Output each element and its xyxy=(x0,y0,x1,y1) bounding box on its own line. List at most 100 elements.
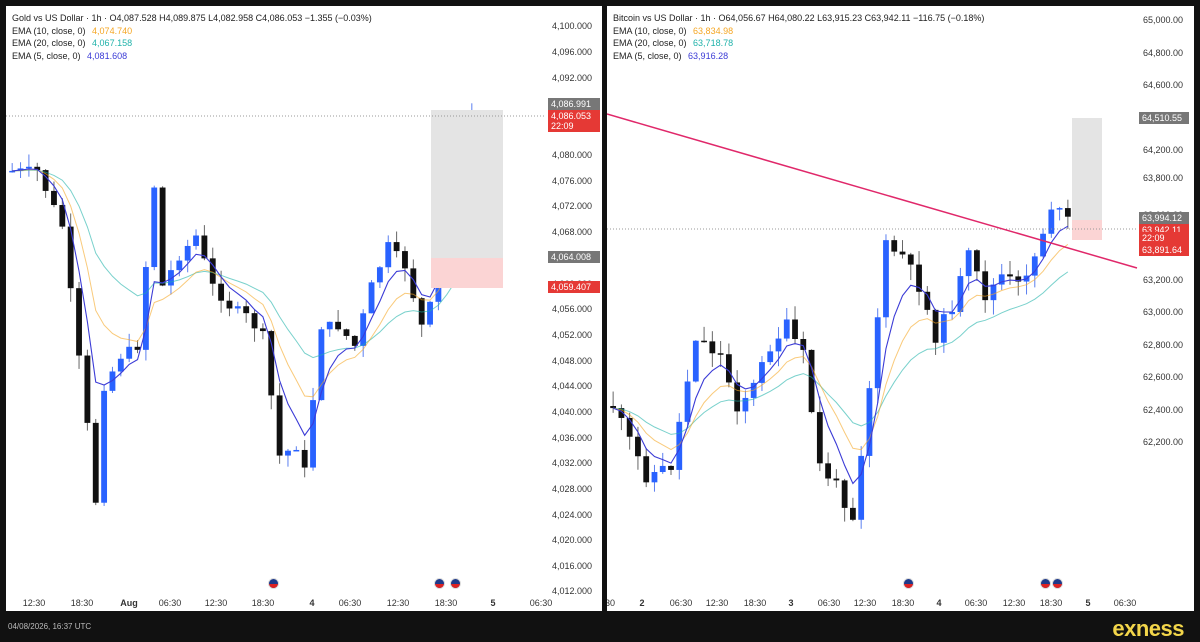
candle-body[interactable] xyxy=(684,381,691,422)
candle-body[interactable] xyxy=(974,250,980,272)
candle-body[interactable] xyxy=(76,288,82,356)
candle-body[interactable] xyxy=(1040,233,1046,257)
us-event-flag-icon[interactable] xyxy=(450,578,461,589)
candle-body[interactable] xyxy=(335,321,342,330)
candle-body[interactable] xyxy=(1048,209,1055,234)
candle-body[interactable] xyxy=(701,340,707,343)
candle-body[interactable] xyxy=(725,354,732,383)
candle-body[interactable] xyxy=(626,417,633,437)
candle-body[interactable] xyxy=(899,251,906,255)
candle-body[interactable] xyxy=(376,267,383,283)
candle-body[interactable] xyxy=(410,268,417,299)
candle-body[interactable] xyxy=(742,397,749,412)
candle-body[interactable] xyxy=(1007,274,1013,277)
gold-chart-panel[interactable]: Gold vs US Dollar · 1h · O4,087.528 H4,0… xyxy=(6,6,602,611)
us-event-flag-icon[interactable] xyxy=(903,578,914,589)
candle-body[interactable] xyxy=(151,187,158,268)
candle-body[interactable] xyxy=(1064,208,1071,217)
candle-body[interactable] xyxy=(651,472,658,483)
candle-body[interactable] xyxy=(226,300,233,309)
candle-body[interactable] xyxy=(285,450,291,456)
us-event-flag-icon[interactable] xyxy=(268,578,279,589)
candle-body[interactable] xyxy=(965,250,972,277)
candle-body[interactable] xyxy=(101,390,108,503)
candle-body[interactable] xyxy=(957,276,964,313)
candle-body[interactable] xyxy=(193,235,199,246)
candle-body[interactable] xyxy=(25,166,32,169)
candle-body[interactable] xyxy=(201,235,208,259)
candle-body[interactable] xyxy=(293,449,300,452)
candle-body[interactable] xyxy=(318,329,325,401)
candle-body[interactable] xyxy=(310,400,316,468)
candle-body[interactable] xyxy=(949,312,956,315)
candle-body[interactable] xyxy=(343,329,350,336)
candle-body[interactable] xyxy=(775,338,782,352)
candle-body[interactable] xyxy=(883,240,889,318)
candle-body[interactable] xyxy=(385,242,392,268)
position-stop-zone[interactable] xyxy=(431,258,503,288)
candle-body[interactable] xyxy=(402,251,408,269)
candle-body[interactable] xyxy=(990,284,997,301)
candle-body[interactable] xyxy=(168,270,174,286)
candle-body[interactable] xyxy=(418,298,425,325)
candle-body[interactable] xyxy=(940,314,947,343)
candle-body[interactable] xyxy=(109,371,116,391)
candle-body[interactable] xyxy=(1056,208,1063,210)
trendline[interactable] xyxy=(607,113,1138,269)
candle-body[interactable] xyxy=(92,422,99,503)
gold-candlestick-plot[interactable]: 4,100.000 4,096.000 4,092.000 4,080.000 4,07… xyxy=(6,6,602,611)
candle-body[interactable] xyxy=(117,358,124,372)
candle-body[interactable] xyxy=(808,349,815,413)
candle-body[interactable] xyxy=(142,267,149,350)
candle-body[interactable] xyxy=(924,291,931,310)
us-event-flag-icon[interactable] xyxy=(434,578,445,589)
candle-body[interactable] xyxy=(825,463,831,479)
candle-body[interactable] xyxy=(176,260,183,271)
candle-body[interactable] xyxy=(676,421,683,470)
candle-body[interactable] xyxy=(891,240,898,252)
candle-body[interactable] xyxy=(858,455,865,520)
candle-body[interactable] xyxy=(326,321,333,330)
candle-body[interactable] xyxy=(209,258,216,284)
candle-body[interactable] xyxy=(51,190,57,206)
candle-body[interactable] xyxy=(692,340,699,382)
candle-body[interactable] xyxy=(1031,256,1038,276)
btc-chart-panel[interactable]: Bitcoin vs US Dollar · 1h · O64,056.67 H… xyxy=(607,6,1194,611)
gold-ema20-row[interactable]: EMA (20, close, 0) 4,067.158 xyxy=(12,37,372,50)
candle-body[interactable] xyxy=(998,274,1005,285)
position-target-zone[interactable] xyxy=(431,110,503,258)
candle-body[interactable] xyxy=(717,353,724,355)
btc-ema20-row[interactable]: EMA (20, close, 0) 63,718.78 xyxy=(613,37,984,50)
position-stop-zone[interactable] xyxy=(1072,220,1102,240)
candle-body[interactable] xyxy=(351,335,358,346)
candle-body[interactable] xyxy=(618,408,625,418)
candle-body[interactable] xyxy=(783,319,790,339)
us-event-flag-icon[interactable] xyxy=(1040,578,1051,589)
position-target-zone[interactable] xyxy=(1072,118,1102,220)
candle-body[interactable] xyxy=(841,480,848,508)
candle-body[interactable] xyxy=(360,313,367,346)
candle-body[interactable] xyxy=(59,205,66,227)
btc-ema5-row[interactable]: EMA (5, close, 0) 63,916.28 xyxy=(613,50,984,63)
candle-body[interactable] xyxy=(276,395,283,456)
candle-body[interactable] xyxy=(800,338,807,350)
candle-body[interactable] xyxy=(184,245,191,261)
candle-body[interactable] xyxy=(67,226,74,289)
candle-body[interactable] xyxy=(610,406,617,409)
candle-body[interactable] xyxy=(9,170,16,173)
gold-ema10-row[interactable]: EMA (10, close, 0) 4,074.740 xyxy=(12,25,372,38)
candle-body[interactable] xyxy=(874,317,881,389)
candle-body[interactable] xyxy=(659,465,666,473)
candle-body[interactable] xyxy=(301,449,308,468)
candle-body[interactable] xyxy=(34,166,41,171)
candle-body[interactable] xyxy=(218,283,225,301)
candle-body[interactable] xyxy=(1015,276,1022,282)
candle-body[interactable] xyxy=(643,456,650,483)
btc-ema10-row[interactable]: EMA (10, close, 0) 63,834.98 xyxy=(613,25,984,38)
candle-body[interactable] xyxy=(816,412,823,464)
candle-body[interactable] xyxy=(243,306,250,314)
candle-body[interactable] xyxy=(268,331,275,396)
btc-candlestick-plot[interactable]: 65,000.0064,800.0064,600.0064,400.0064,2… xyxy=(607,6,1194,611)
candle-body[interactable] xyxy=(393,242,400,252)
candle-body[interactable] xyxy=(134,346,141,350)
